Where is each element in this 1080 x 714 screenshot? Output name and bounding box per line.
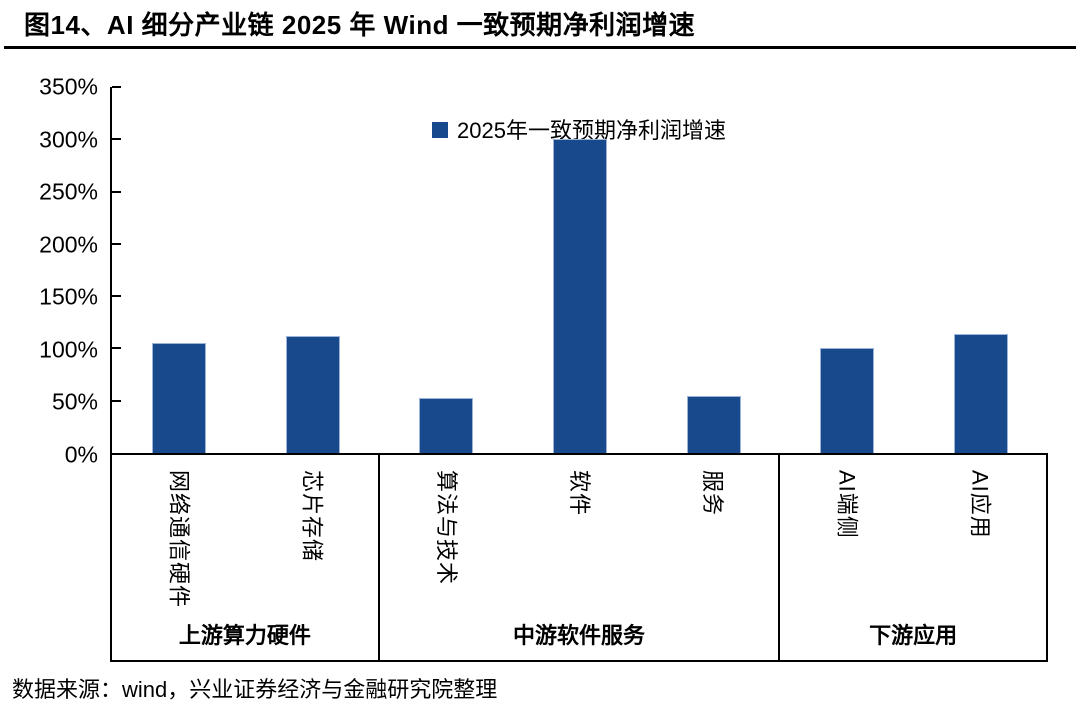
group-section: AI端侧 AI应用下游应用 <box>780 455 1046 660</box>
source-note: 数据来源：wind，兴业证券经济与金融研究院整理 <box>12 677 498 702</box>
category-label: 软件 <box>567 470 592 517</box>
bar-算法与技术 <box>419 397 474 453</box>
y-axis-label: 350% <box>39 73 98 100</box>
y-axis-tick <box>112 347 121 350</box>
y-axis-tick <box>112 138 121 141</box>
category-slot: AI应用 <box>913 470 1046 618</box>
y-axis-label: 200% <box>39 231 98 258</box>
category-label: AI端侧 <box>834 470 860 539</box>
bar-slot <box>246 87 380 453</box>
bar-网络通信硬件 <box>151 343 206 453</box>
bar-slot <box>112 87 246 453</box>
plot-area <box>110 86 1048 455</box>
y-axis-tick <box>112 86 121 88</box>
y-axis-tick <box>112 295 121 298</box>
y-axis-label: 0% <box>64 441 98 468</box>
category-row: AI端侧 AI应用 <box>780 455 1046 618</box>
y-axis-label: 50% <box>51 388 98 415</box>
y-axis-tick <box>112 242 121 245</box>
bar-slot <box>379 87 513 453</box>
bar-芯片存储 <box>285 335 340 453</box>
category-label: 服务 <box>699 470 725 517</box>
category-slot: 网络通信硬件 <box>112 470 245 618</box>
y-axis-label: 300% <box>39 126 98 153</box>
category-label: 芯片存储 <box>299 470 325 563</box>
group-section: 算法与技术 软件 服务中游软件服务 <box>380 455 781 660</box>
category-label-box: 网络通信硬件 芯片存储上游算力硬件 算法与技术 软件 服务中游软件服务 AI端侧 AI应用下… <box>110 455 1048 662</box>
group-label: 上游算力硬件 <box>178 623 311 648</box>
y-axis: 0% 50% 100% 150% 200% 250% 300% 350% <box>10 74 110 468</box>
y-axis-tick <box>112 399 121 402</box>
category-label: 网络通信硬件 <box>166 470 192 609</box>
group-label: 中游软件服务 <box>513 623 646 648</box>
bars-container <box>112 87 1048 453</box>
y-axis-label: 100% <box>39 336 98 363</box>
group-section: 网络通信硬件 芯片存储上游算力硬件 <box>112 455 380 660</box>
bar-AI端侧 <box>820 348 875 453</box>
category-label: 算法与技术 <box>434 470 460 586</box>
title-rule <box>4 46 1076 49</box>
bar-slot <box>914 87 1048 453</box>
category-slot: AI端侧 <box>780 470 913 618</box>
bar-服务 <box>686 395 741 453</box>
bar-slot <box>513 87 647 453</box>
bar-slot <box>781 87 915 453</box>
plot-row: 0% 50% 100% 150% 200% 250% 300% 350% <box>10 74 1080 468</box>
y-axis-tick <box>112 190 121 193</box>
y-axis-label: 250% <box>39 178 98 205</box>
bar-slot <box>647 87 781 453</box>
category-slot: 算法与技术 <box>380 470 513 618</box>
category-row: 算法与技术 软件 服务 <box>380 455 779 618</box>
legend-label: 2025年一致预期净利润增速 <box>457 118 726 143</box>
legend-swatch <box>432 122 449 138</box>
bar-软件 <box>553 139 608 453</box>
y-axis-label: 150% <box>39 283 98 310</box>
category-slot: 芯片存储 <box>245 470 378 618</box>
group-label: 下游应用 <box>869 623 958 648</box>
category-label: AI应用 <box>967 470 993 539</box>
figure-title: 图14、AI 细分产业链 2025 年 Wind 一致预期净利润增速 <box>24 10 696 40</box>
category-slot: 服务 <box>645 470 778 618</box>
category-slot: 软件 <box>513 470 646 618</box>
bar-AI应用 <box>954 333 1009 453</box>
bar-chart: 2025年一致预期净利润增速 0% 50% 100% 150% 200% 250% 300%… <box>10 74 1080 662</box>
category-row: 网络通信硬件 芯片存储 <box>112 455 378 618</box>
legend: 2025年一致预期净利润增速 <box>110 113 1048 145</box>
